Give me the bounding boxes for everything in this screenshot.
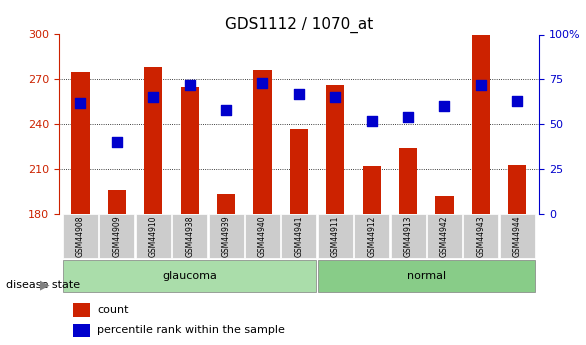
Point (294, 91, 304, 97)
FancyBboxPatch shape (318, 214, 353, 258)
Bar (73, 304, 90, 317)
Text: GSM44908: GSM44908 (76, 216, 85, 257)
Text: percentile rank within the sample: percentile rank within the sample (97, 325, 285, 335)
Point (112, 139, 121, 145)
Point (76, 100, 85, 106)
Bar (399, 148, 417, 214)
FancyBboxPatch shape (63, 214, 98, 258)
Text: normal: normal (407, 271, 446, 281)
Point (367, 118, 376, 124)
Bar (472, 34, 490, 214)
FancyBboxPatch shape (281, 214, 316, 258)
Point (222, 107, 231, 112)
Bar (326, 85, 345, 214)
Text: GSM44944: GSM44944 (513, 216, 522, 257)
Bar (363, 166, 381, 214)
Bar (435, 196, 454, 214)
Text: GSM44938: GSM44938 (185, 216, 194, 257)
FancyBboxPatch shape (354, 214, 389, 258)
Bar (71, 72, 90, 214)
Point (440, 104, 449, 109)
Text: ▶: ▶ (40, 278, 50, 291)
Bar (253, 70, 271, 214)
Bar (180, 87, 199, 214)
FancyBboxPatch shape (245, 214, 280, 258)
Text: GSM44913: GSM44913 (404, 216, 413, 257)
FancyBboxPatch shape (500, 214, 535, 258)
Text: GSM44911: GSM44911 (331, 216, 340, 257)
Bar (289, 129, 308, 214)
Point (476, 82, 486, 88)
Text: glaucoma: glaucoma (162, 271, 217, 281)
Bar (108, 190, 126, 214)
Text: GSM44909: GSM44909 (113, 216, 121, 257)
Title: GDS1112 / 1070_at: GDS1112 / 1070_at (225, 17, 373, 33)
Point (403, 114, 413, 120)
Point (258, 80, 267, 86)
Text: GSM44941: GSM44941 (294, 216, 304, 257)
Point (149, 95, 158, 100)
Point (185, 82, 195, 88)
Bar (217, 195, 235, 214)
FancyBboxPatch shape (318, 260, 535, 292)
FancyBboxPatch shape (427, 214, 462, 258)
FancyBboxPatch shape (209, 214, 244, 258)
Text: GSM44910: GSM44910 (149, 216, 158, 257)
FancyBboxPatch shape (464, 214, 498, 258)
Bar (508, 165, 526, 214)
Point (513, 98, 522, 104)
Bar (144, 67, 162, 214)
Text: GSM44940: GSM44940 (258, 216, 267, 257)
Text: disease state: disease state (6, 280, 80, 289)
FancyBboxPatch shape (63, 260, 316, 292)
FancyBboxPatch shape (391, 214, 425, 258)
Point (331, 95, 340, 100)
Text: GSM44912: GSM44912 (367, 216, 376, 257)
Text: count: count (97, 305, 128, 315)
Text: GSM44939: GSM44939 (222, 216, 230, 257)
FancyBboxPatch shape (136, 214, 171, 258)
FancyBboxPatch shape (100, 214, 134, 258)
FancyBboxPatch shape (172, 214, 207, 258)
Text: GSM44943: GSM44943 (476, 216, 485, 257)
Text: GSM44942: GSM44942 (440, 216, 449, 257)
Bar (73, 324, 90, 337)
